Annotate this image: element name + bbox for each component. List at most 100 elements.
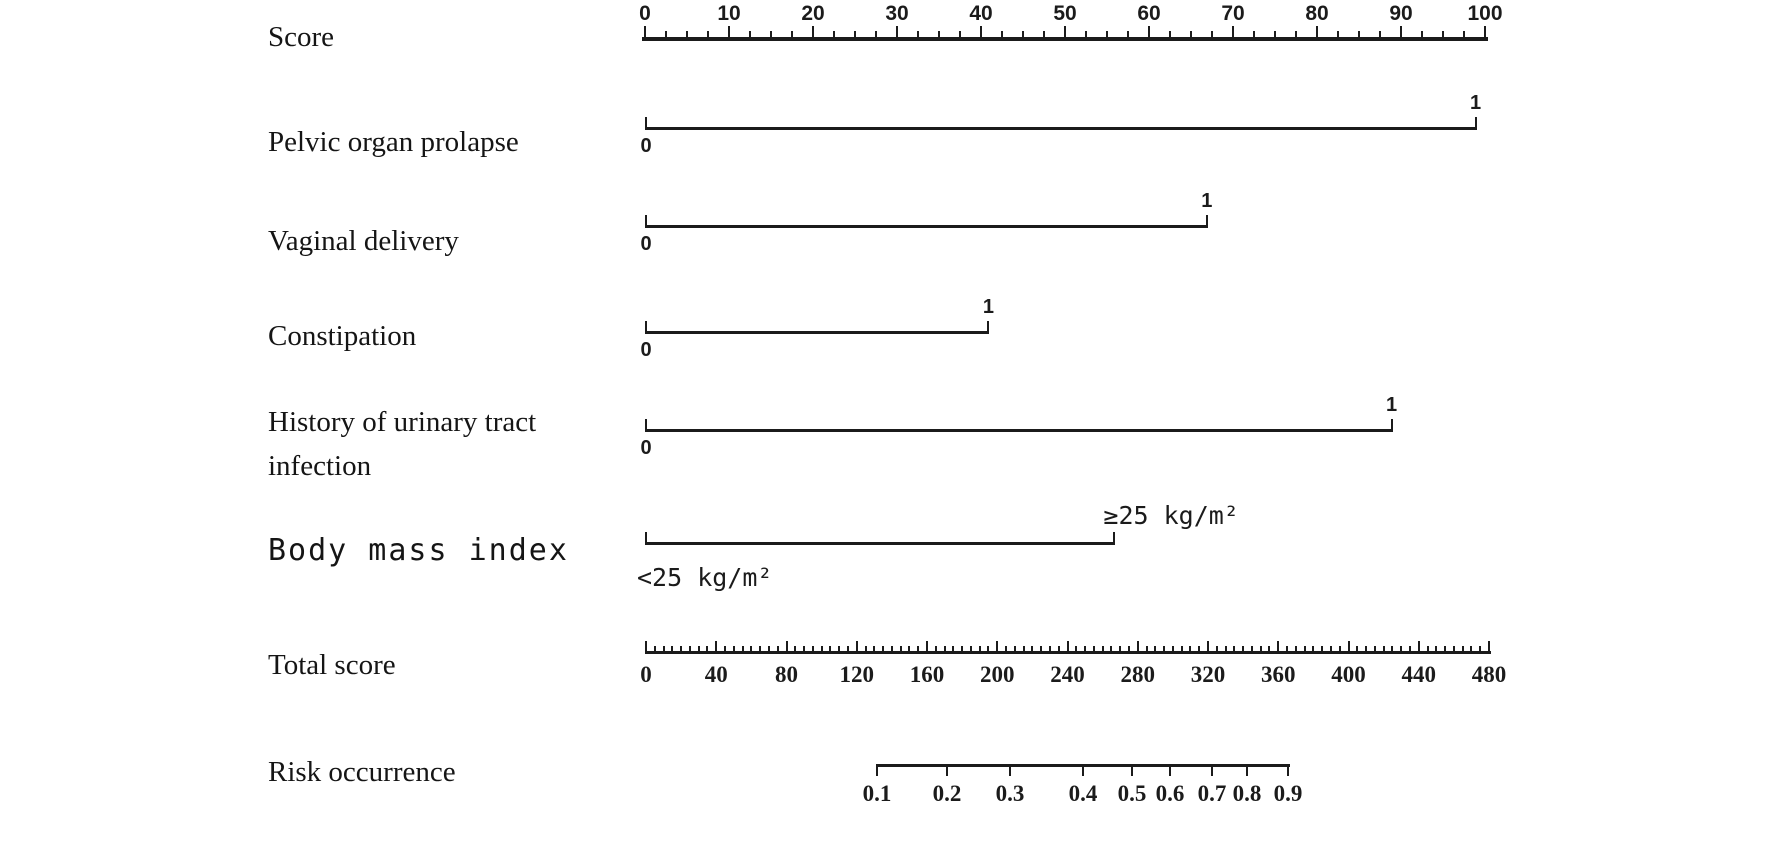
- risk-axis-tick: [1246, 766, 1248, 776]
- total-axis-tick: [908, 646, 911, 651]
- points-axis-tick: [1379, 31, 1381, 37]
- total-axis-tick-label: 320: [1190, 662, 1226, 687]
- total-axis-tick: [1435, 646, 1438, 651]
- total-axis-tick: [846, 646, 849, 651]
- total-axis-tick: [1444, 646, 1447, 651]
- total-axis-tick: [1084, 646, 1087, 651]
- points-axis-tick-label: 10: [717, 2, 741, 25]
- points-axis-tick: [1043, 31, 1045, 37]
- total-axis-tick: [1452, 646, 1455, 651]
- points-axis-tick-label: 30: [885, 2, 909, 25]
- points-axis-line: [642, 37, 1488, 41]
- total-axis-tick: [1101, 646, 1104, 651]
- risk-axis-tick: [1009, 766, 1011, 776]
- total-axis-tick: [1382, 646, 1385, 651]
- points-axis-tick: [938, 31, 940, 37]
- total-axis-tick: [882, 646, 885, 651]
- total-axis-tick: [873, 646, 876, 651]
- total-axis-tick: [1215, 646, 1218, 651]
- risk-axis-tick: [1169, 766, 1171, 776]
- total-axis-tick: [732, 646, 735, 651]
- total-axis-tick: [794, 646, 797, 651]
- points-axis-tick: [980, 26, 982, 37]
- total-axis-tick: [1312, 646, 1315, 651]
- total-axis-tick: [1040, 646, 1043, 651]
- total-axis-tick-label: 80: [775, 662, 798, 687]
- total-axis-tick: [1136, 641, 1139, 651]
- total-axis-tick-label: 280: [1120, 662, 1156, 687]
- total-axis-tick: [1110, 646, 1113, 651]
- total-axis-tick: [680, 646, 683, 651]
- total-axis-tick: [899, 646, 902, 651]
- total-axis-tick: [978, 646, 981, 651]
- predictor-level-label: 1: [1201, 190, 1213, 212]
- predictor-level-label: 0: [640, 233, 652, 255]
- points-axis-tick: [833, 31, 835, 37]
- predictor-line: [645, 542, 1116, 545]
- total-axis-tick: [987, 646, 990, 651]
- total-axis-tick: [1347, 641, 1350, 651]
- risk-axis-tick-label: 0.3: [995, 781, 1025, 806]
- total-axis-tick: [1224, 646, 1227, 651]
- total-axis-tick: [1163, 646, 1166, 651]
- risk-axis-tick: [876, 766, 878, 776]
- total-axis-tick: [1373, 646, 1376, 651]
- total-axis-tick: [1119, 646, 1122, 651]
- points-axis-tick: [1274, 31, 1276, 37]
- total-axis-tick: [1338, 646, 1341, 651]
- total-axis-tick: [785, 641, 788, 651]
- total-axis-tick: [1127, 646, 1130, 651]
- points-axis-tick: [875, 31, 877, 37]
- points-axis-tick: [1127, 31, 1129, 37]
- points-axis-tick: [644, 26, 646, 37]
- points-axis-tick: [1085, 31, 1087, 37]
- total-axis-tick: [1294, 646, 1297, 651]
- predictor-level-label: <25 kg/m²: [637, 563, 773, 592]
- predictor-level-label: 0: [640, 339, 652, 361]
- total-axis-tick: [1286, 646, 1289, 651]
- risk-axis-tick-label: 0.2: [932, 781, 962, 806]
- total-axis-tick: [697, 646, 700, 651]
- total-axis-tick: [776, 646, 779, 651]
- total-axis-tick: [715, 641, 718, 651]
- points-axis-tick: [1148, 26, 1150, 37]
- points-axis-tick: [812, 26, 814, 37]
- total-axis-tick: [1013, 646, 1016, 651]
- points-axis-tick: [1400, 26, 1402, 37]
- points-axis-tick: [728, 26, 730, 37]
- predictor-level-label: 1: [982, 296, 994, 318]
- points-axis-tick: [1253, 31, 1255, 37]
- risk-axis-tick: [1131, 766, 1133, 776]
- total-axis-tick: [1470, 646, 1473, 651]
- points-axis-tick: [1358, 31, 1360, 37]
- total-axis-tick: [1303, 646, 1306, 651]
- total-axis-tick: [811, 646, 814, 651]
- total-axis-tick: [934, 646, 937, 651]
- total-axis-tick-label: 240: [1050, 662, 1085, 687]
- total-axis-tick: [1408, 646, 1411, 651]
- points-axis-tick: [1421, 31, 1423, 37]
- total-axis-tick: [1022, 646, 1025, 651]
- total-axis-tick: [1391, 646, 1394, 651]
- points-axis-tick: [917, 31, 919, 37]
- total-axis-tick: [671, 646, 674, 651]
- predictor-level-label: ≥25 kg/m²: [1103, 501, 1239, 530]
- total-axis-tick-label: 400: [1331, 662, 1366, 687]
- total-axis-tick: [1250, 646, 1253, 651]
- points-axis-tick-label: 0: [639, 2, 651, 25]
- risk-axis-tick: [1287, 766, 1289, 776]
- predictor-level-label: 1: [1470, 92, 1482, 114]
- predictor-level-label: 1: [1386, 394, 1398, 416]
- points-axis-tick: [1316, 26, 1318, 37]
- points-axis-tick-label: 20: [801, 2, 825, 25]
- predictor-line: [645, 127, 1477, 130]
- points-axis-tick-label: 90: [1389, 2, 1413, 25]
- risk-axis-tick-label: 0.1: [862, 781, 892, 806]
- total-axis-tick: [1145, 646, 1148, 651]
- points-axis-tick-label: 80: [1305, 2, 1329, 25]
- total-axis-tick-label: 120: [839, 662, 875, 687]
- total-axis-tick: [961, 646, 964, 651]
- predictor-line: [645, 225, 1208, 228]
- risk-axis-tick-label: 0.6: [1155, 781, 1185, 806]
- total-axis-tick: [829, 646, 832, 651]
